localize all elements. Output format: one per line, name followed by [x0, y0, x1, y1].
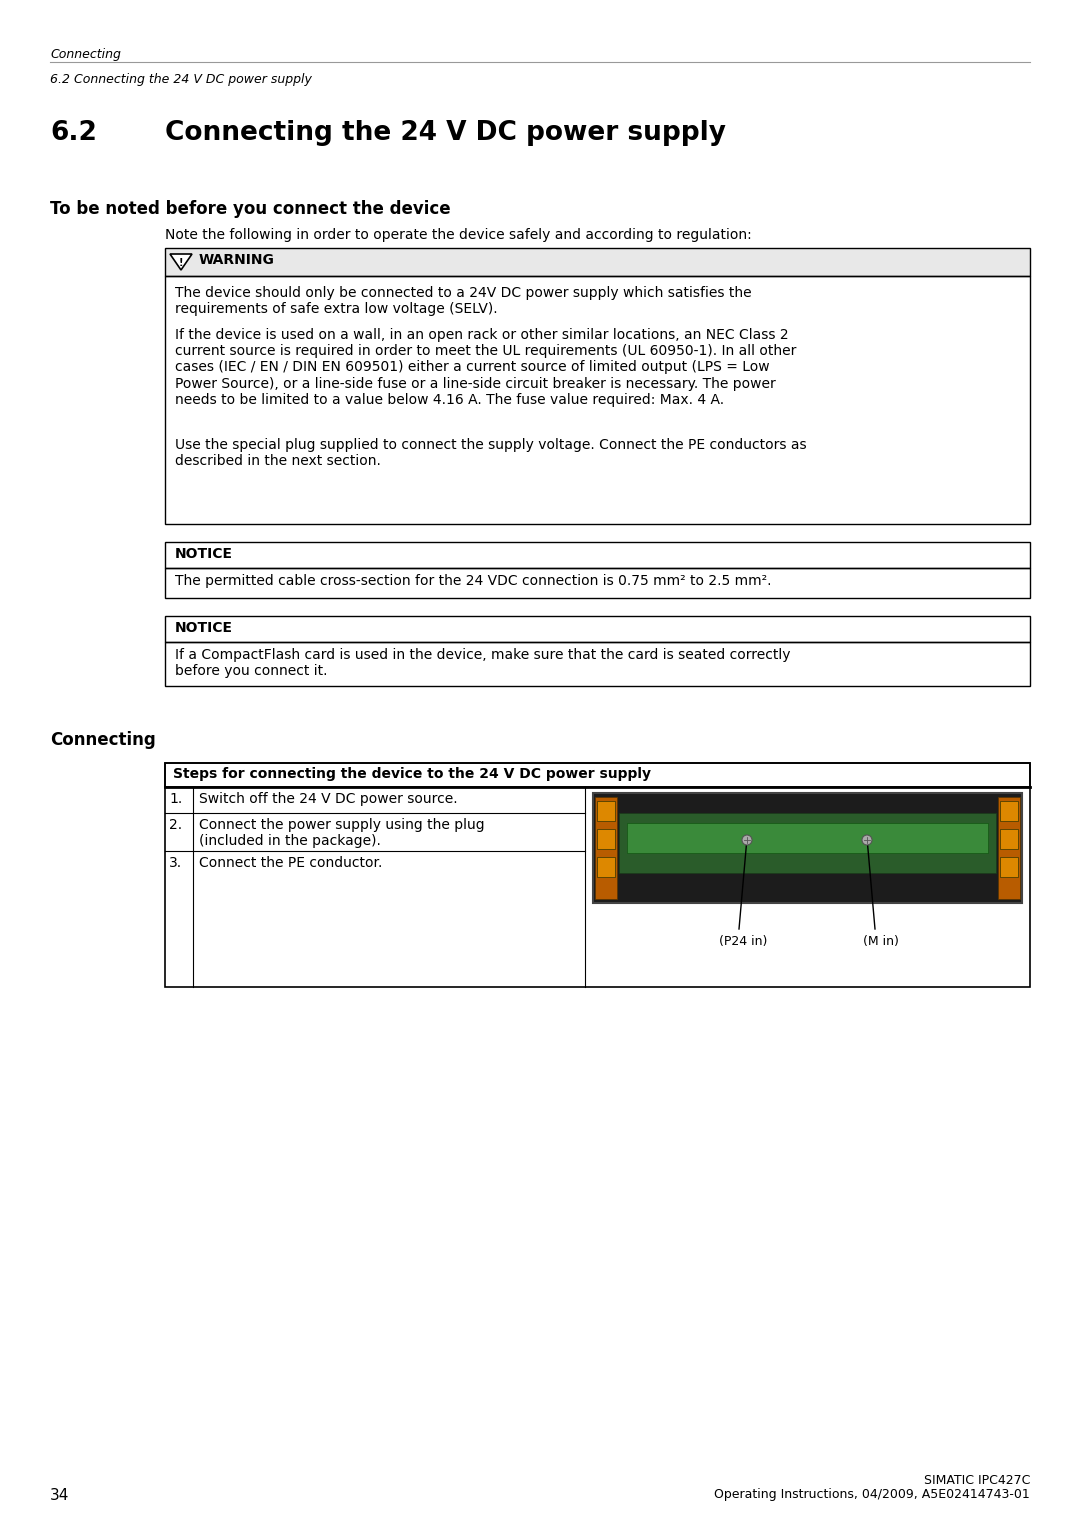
Text: Note the following in order to operate the device safely and according to regula: Note the following in order to operate t…: [165, 228, 752, 241]
Bar: [597, 857, 615, 876]
Text: Use the special plug supplied to connect the supply voltage. Connect the PE cond: Use the special plug supplied to connect…: [175, 438, 807, 469]
Circle shape: [742, 835, 752, 844]
Text: !: !: [179, 258, 184, 269]
Bar: [1000, 829, 1018, 849]
Text: 3.: 3.: [168, 857, 183, 870]
Text: The device should only be connected to a 24V DC power supply which satisfies the: The device should only be connected to a…: [175, 286, 752, 316]
Text: 2.: 2.: [168, 818, 183, 832]
Bar: [1000, 802, 1018, 822]
Text: Operating Instructions, 04/2009, A5E02414743-01: Operating Instructions, 04/2009, A5E0241…: [714, 1487, 1030, 1501]
Bar: [619, 812, 996, 873]
Bar: [165, 615, 1030, 641]
Text: Connect the PE conductor.: Connect the PE conductor.: [199, 857, 382, 870]
Bar: [998, 797, 1020, 899]
Text: Connecting: Connecting: [50, 47, 121, 61]
Bar: [595, 797, 617, 899]
Bar: [165, 764, 1030, 786]
Text: Switch off the 24 V DC power source.: Switch off the 24 V DC power source.: [199, 793, 458, 806]
Text: (P24 in): (P24 in): [719, 935, 768, 948]
Text: To be noted before you connect the device: To be noted before you connect the devic…: [50, 200, 450, 218]
Bar: [593, 793, 1022, 902]
Text: NOTICE: NOTICE: [175, 621, 233, 635]
Text: (M in): (M in): [863, 935, 899, 948]
Bar: [597, 829, 615, 849]
Bar: [593, 793, 1022, 902]
Text: 34: 34: [50, 1487, 69, 1503]
Circle shape: [862, 835, 872, 844]
Text: If the device is used on a wall, in an open rack or other similar locations, an : If the device is used on a wall, in an o…: [175, 328, 796, 406]
Bar: [165, 764, 1030, 986]
Polygon shape: [170, 253, 192, 270]
Bar: [165, 542, 1030, 568]
Text: NOTICE: NOTICE: [175, 547, 233, 560]
Text: SIMATIC IPC427C: SIMATIC IPC427C: [923, 1474, 1030, 1487]
Text: 6.2 Connecting the 24 V DC power supply: 6.2 Connecting the 24 V DC power supply: [50, 73, 312, 86]
Text: 1.: 1.: [168, 793, 183, 806]
Text: 6.2: 6.2: [50, 121, 97, 147]
Text: Connecting: Connecting: [50, 731, 156, 750]
Text: The permitted cable cross-section for the 24 VDC connection is 0.75 mm² to 2.5 m: The permitted cable cross-section for th…: [175, 574, 771, 588]
Bar: [165, 276, 1030, 524]
Text: Connect the power supply using the plug
(included in the package).: Connect the power supply using the plug …: [199, 818, 485, 847]
Bar: [165, 247, 1030, 276]
Bar: [1000, 857, 1018, 876]
Text: Steps for connecting the device to the 24 V DC power supply: Steps for connecting the device to the 2…: [173, 767, 651, 780]
Text: If a CompactFlash card is used in the device, make sure that the card is seated : If a CompactFlash card is used in the de…: [175, 647, 791, 678]
Bar: [165, 568, 1030, 599]
Bar: [165, 641, 1030, 686]
Bar: [597, 802, 615, 822]
Text: Connecting the 24 V DC power supply: Connecting the 24 V DC power supply: [165, 121, 726, 147]
Text: WARNING: WARNING: [199, 253, 275, 267]
Bar: [627, 823, 988, 854]
